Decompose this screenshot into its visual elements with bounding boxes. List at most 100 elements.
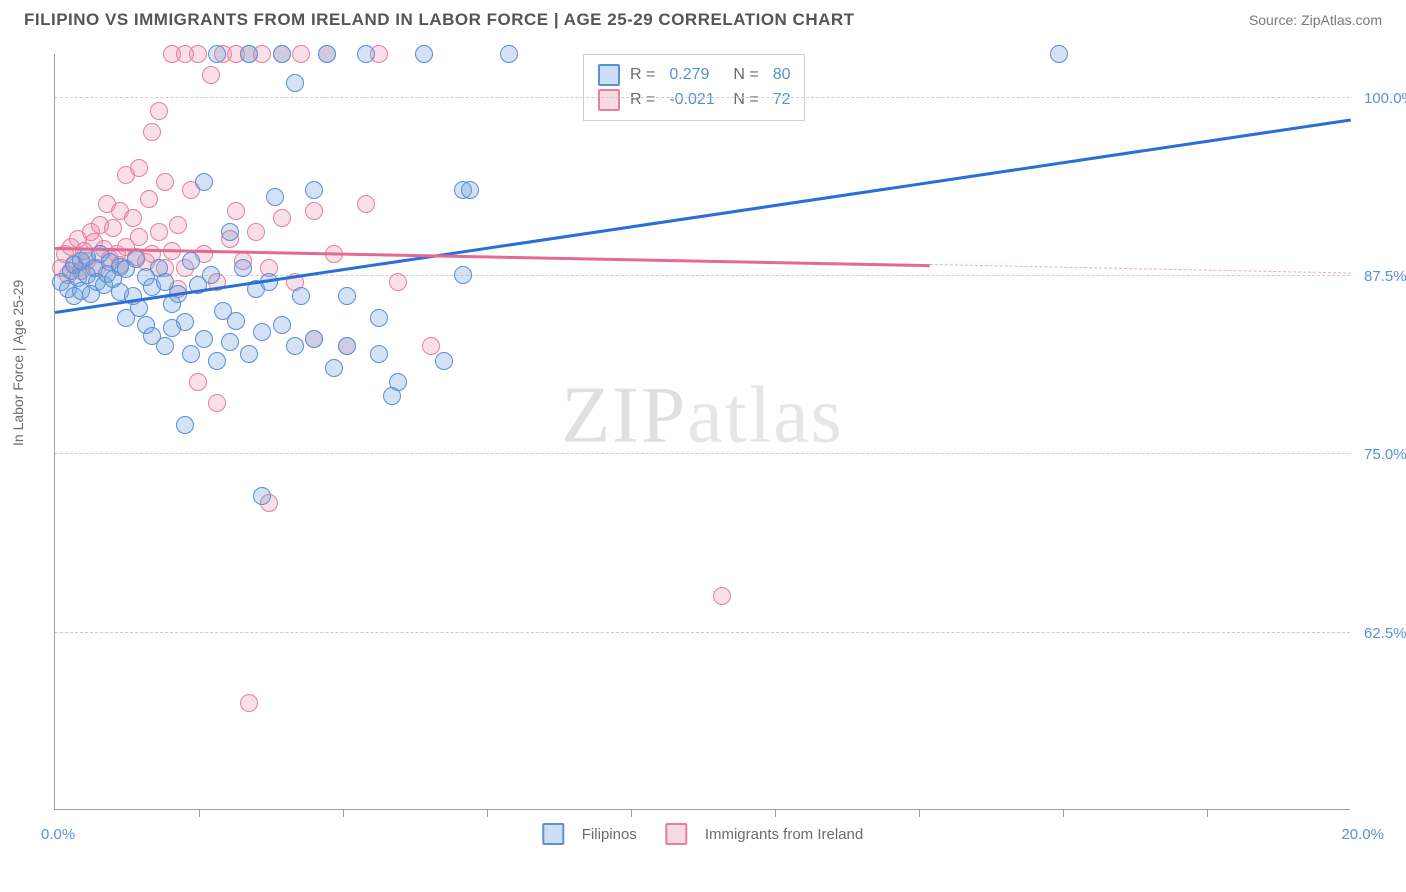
n-value-pink: 72 — [773, 91, 791, 109]
data-point — [357, 195, 375, 213]
y-tick-label: 75.0% — [1364, 446, 1406, 463]
x-tick — [775, 809, 776, 817]
n-label: N = — [733, 66, 758, 84]
swatch-pink — [665, 823, 687, 845]
data-point — [357, 45, 375, 63]
gridline: 87.5% — [55, 275, 1350, 276]
data-point — [182, 345, 200, 363]
data-point — [454, 266, 472, 284]
data-point — [435, 352, 453, 370]
data-point — [240, 345, 258, 363]
r-label: R = — [630, 91, 655, 109]
data-point — [292, 45, 310, 63]
legend-row-ireland: R = -0.021 N = 72 — [598, 89, 790, 111]
data-point — [273, 316, 291, 334]
data-point — [253, 323, 271, 341]
trend-line — [55, 118, 1351, 313]
watermark: ZIPatlas — [561, 371, 844, 462]
y-tick-label: 62.5% — [1364, 625, 1406, 642]
data-point — [240, 694, 258, 712]
data-point — [370, 345, 388, 363]
x-tick — [199, 809, 200, 817]
data-point — [156, 173, 174, 191]
swatch-blue — [542, 823, 564, 845]
data-point — [124, 209, 142, 227]
data-point — [156, 337, 174, 355]
n-label: N = — [733, 91, 758, 109]
data-point — [234, 259, 252, 277]
series-legend: Filipinos Immigrants from Ireland — [542, 823, 863, 845]
y-tick-label: 87.5% — [1364, 268, 1406, 285]
data-point — [150, 102, 168, 120]
n-value-blue: 80 — [773, 66, 791, 84]
r-value-pink: -0.021 — [669, 91, 723, 109]
x-tick — [631, 809, 632, 817]
data-point — [221, 223, 239, 241]
data-point — [338, 337, 356, 355]
data-point — [176, 313, 194, 331]
data-point — [104, 219, 122, 237]
data-point — [182, 252, 200, 270]
x-tick — [1063, 809, 1064, 817]
data-point — [208, 45, 226, 63]
data-point — [500, 45, 518, 63]
data-point — [338, 287, 356, 305]
data-point — [1050, 45, 1068, 63]
data-point — [130, 228, 148, 246]
swatch-pink — [598, 89, 620, 111]
source-attribution: Source: ZipAtlas.com — [1249, 12, 1382, 28]
legend-label-filipinos: Filipinos — [582, 826, 637, 843]
watermark-thin: atlas — [687, 372, 844, 460]
data-point — [247, 223, 265, 241]
r-value-blue: 0.279 — [669, 66, 723, 84]
data-point — [713, 587, 731, 605]
data-point — [227, 312, 245, 330]
data-point — [305, 330, 323, 348]
data-point — [127, 250, 145, 268]
data-point — [305, 181, 323, 199]
data-point — [143, 123, 161, 141]
gridline: 62.5% — [55, 632, 1350, 633]
x-axis-min-label: 0.0% — [41, 826, 75, 843]
scatter-chart: ZIPatlas R = 0.279 N = 80 R = -0.021 N =… — [54, 54, 1350, 810]
data-point — [189, 45, 207, 63]
data-point — [389, 373, 407, 391]
y-tick-label: 100.0% — [1364, 90, 1406, 107]
data-point — [415, 45, 433, 63]
r-label: R = — [630, 66, 655, 84]
data-point — [130, 159, 148, 177]
data-point — [286, 74, 304, 92]
x-tick — [919, 809, 920, 817]
x-tick — [487, 809, 488, 817]
x-axis-max-label: 20.0% — [1341, 826, 1384, 843]
chart-title: FILIPINO VS IMMIGRANTS FROM IRELAND IN L… — [24, 10, 855, 30]
data-point — [389, 273, 407, 291]
y-axis-title: In Labor Force | Age 25-29 — [10, 280, 26, 446]
data-point — [169, 216, 187, 234]
data-point — [325, 359, 343, 377]
data-point — [221, 333, 239, 351]
data-point — [370, 309, 388, 327]
correlation-legend: R = 0.279 N = 80 R = -0.021 N = 72 — [583, 54, 805, 121]
trend-line — [930, 264, 1351, 274]
data-point — [208, 352, 226, 370]
data-point — [227, 202, 245, 220]
data-point — [253, 487, 271, 505]
gridline: 100.0% — [55, 97, 1350, 98]
data-point — [273, 209, 291, 227]
data-point — [461, 181, 479, 199]
swatch-blue — [598, 64, 620, 86]
data-point — [195, 173, 213, 191]
legend-label-ireland: Immigrants from Ireland — [705, 826, 863, 843]
data-point — [189, 373, 207, 391]
data-point — [286, 337, 304, 355]
x-tick — [1207, 809, 1208, 817]
data-point — [176, 416, 194, 434]
data-point — [318, 45, 336, 63]
legend-row-filipinos: R = 0.279 N = 80 — [598, 64, 790, 86]
watermark-bold: ZIP — [561, 372, 687, 460]
data-point — [140, 190, 158, 208]
data-point — [292, 287, 310, 305]
data-point — [150, 223, 168, 241]
chart-header: FILIPINO VS IMMIGRANTS FROM IRELAND IN L… — [0, 0, 1406, 38]
